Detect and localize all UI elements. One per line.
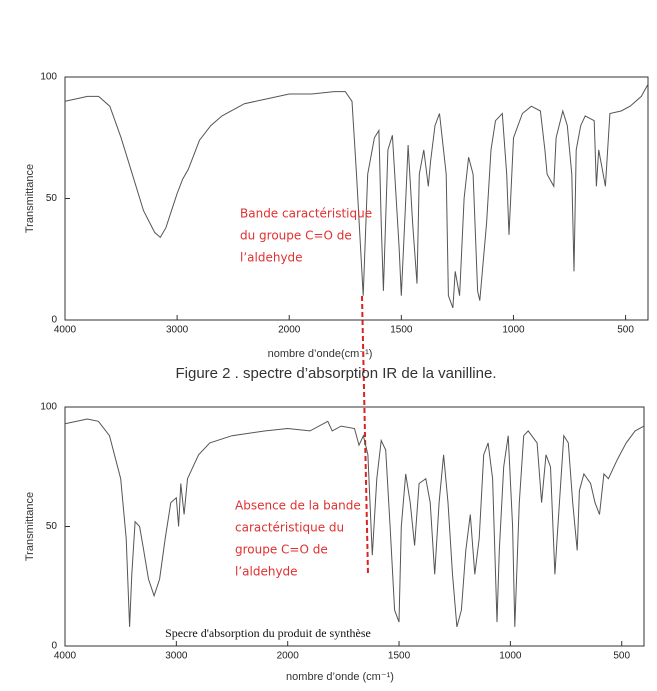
spectrum-line xyxy=(64,418,645,628)
plot-frame xyxy=(64,76,649,321)
x-tick-label: 1500 xyxy=(388,651,411,662)
x-axis-label: nombre d’onde (cm⁻¹) xyxy=(286,671,394,683)
y-tick-label: 100 xyxy=(40,72,57,83)
x-tick-label: 3000 xyxy=(166,325,189,336)
x-tick-label: 500 xyxy=(613,651,630,662)
spectrum-line xyxy=(64,84,649,309)
annotation: du groupe C=O de xyxy=(240,229,352,243)
y-tick-label: 50 xyxy=(46,521,58,532)
annotation: Bande caractéristique xyxy=(240,207,372,221)
y-tick-label: 0 xyxy=(51,641,57,652)
x-tick-label: 3000 xyxy=(165,651,188,662)
y-tick-label: 0 xyxy=(51,315,57,326)
x-tick-label: 500 xyxy=(617,325,634,336)
y-axis-label: Transmittance xyxy=(24,492,36,561)
annotation: caractéristique du xyxy=(235,521,344,535)
x-tick-label: 1000 xyxy=(499,651,522,662)
connector xyxy=(361,295,369,575)
annotation: l’aldehyde xyxy=(235,565,298,579)
annotation: Absence de la bande xyxy=(235,499,361,513)
x-tick-label: 4000 xyxy=(54,651,77,662)
x-tick-label: 2000 xyxy=(278,325,301,336)
y-tick-label: 50 xyxy=(46,193,58,204)
x-tick-label: 4000 xyxy=(54,325,77,336)
x-tick-label: 1000 xyxy=(502,325,525,336)
annotation: groupe C=O de xyxy=(235,543,328,557)
y-tick-label: 100 xyxy=(40,402,57,413)
plot-frame xyxy=(64,406,645,647)
x-axis-label: nombre d’onde(cm⁻¹) xyxy=(268,348,373,360)
caption: Figure 2 . spectre d’absorption IR de la… xyxy=(175,365,496,382)
caption: Specre d'absorption du produit de synthè… xyxy=(165,626,371,640)
x-tick-label: 1500 xyxy=(390,325,413,336)
x-tick-label: 2000 xyxy=(277,651,300,662)
y-axis-label: Transmittance xyxy=(24,164,36,233)
annotation: l’aldehyde xyxy=(240,251,303,265)
